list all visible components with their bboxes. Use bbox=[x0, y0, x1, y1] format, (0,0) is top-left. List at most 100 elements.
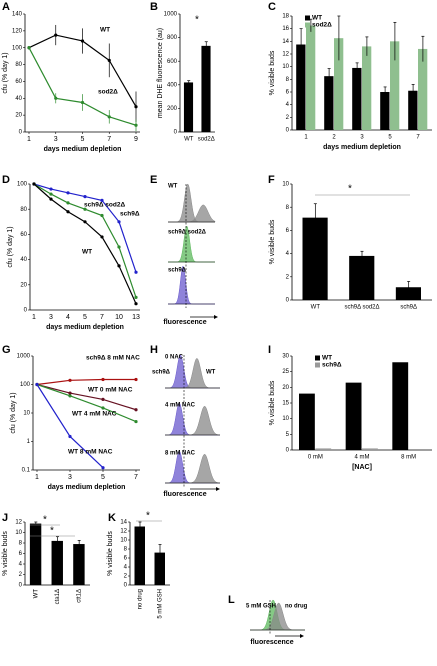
y-tick-label: 100 bbox=[20, 382, 31, 388]
bar bbox=[395, 287, 421, 300]
bar bbox=[345, 382, 362, 450]
point bbox=[49, 197, 53, 201]
y-tick-label: 6 bbox=[286, 90, 290, 96]
y-tick-label: 20 bbox=[20, 282, 27, 288]
sample-label: 8 mM NAC bbox=[165, 451, 196, 457]
point bbox=[83, 220, 87, 224]
sample-label: WT bbox=[168, 184, 178, 190]
bar bbox=[306, 25, 316, 130]
y-tick-label: 10 bbox=[15, 530, 22, 536]
y-tick-label: 25 bbox=[282, 369, 289, 375]
x-tick-label: 3 bbox=[54, 136, 58, 143]
x-tick-label: 5 bbox=[81, 136, 85, 143]
series-label: sch9Δ 8 mM NAC bbox=[86, 355, 140, 362]
x-tick-label: ctt1Δ bbox=[77, 589, 83, 603]
point bbox=[134, 270, 138, 274]
y-tick-label: 10 bbox=[23, 411, 30, 417]
bar bbox=[299, 393, 315, 450]
y-tick-label: 6 bbox=[124, 556, 128, 562]
y-tick-label: 12 bbox=[15, 520, 22, 526]
point bbox=[134, 419, 138, 424]
bar bbox=[51, 540, 63, 585]
annotation: * bbox=[348, 184, 352, 195]
point bbox=[35, 382, 39, 387]
y-axis-label: % visible buds bbox=[2, 531, 9, 576]
y-tick-label: 0 bbox=[174, 130, 178, 136]
point bbox=[101, 397, 105, 402]
x-axis-label: fluorescence bbox=[163, 319, 206, 326]
point bbox=[100, 235, 104, 239]
x-tick-label: 5 mM GSH bbox=[158, 589, 164, 619]
y-tick-label: 10 bbox=[282, 64, 289, 70]
y-tick-label: 8 bbox=[286, 205, 290, 211]
y-tick-label: 8 bbox=[124, 547, 128, 553]
x-tick-label: 1 bbox=[35, 474, 39, 481]
x-tick-label: cta1Δ bbox=[55, 589, 61, 604]
legend-label: sod2Δ bbox=[312, 22, 332, 29]
sample-label: 5 mM GSH bbox=[246, 604, 276, 610]
y-axis-label: cfu (% day 1) bbox=[10, 392, 17, 433]
x-tick-label: 10 bbox=[115, 314, 123, 321]
annotation: * bbox=[195, 15, 199, 26]
y-tick-label: 0 bbox=[124, 583, 128, 589]
legend-label: WT bbox=[322, 355, 332, 362]
x-axis-label: days medium depletion bbox=[46, 324, 124, 331]
legend-label: WT bbox=[312, 15, 322, 22]
series-label: sod2Δ bbox=[98, 89, 118, 96]
legend-swatch bbox=[315, 362, 320, 368]
annotation: * bbox=[43, 515, 47, 526]
sample-label: sch9Δ sod2Δ bbox=[168, 230, 207, 236]
series-line bbox=[36, 383, 137, 423]
y-tick-label: 0.1 bbox=[22, 468, 31, 474]
x-tick-label: 7 bbox=[134, 474, 138, 481]
point bbox=[68, 434, 72, 439]
x-tick-label: 3 bbox=[49, 314, 53, 321]
x-tick-label: sch9Δ bbox=[400, 305, 417, 311]
y-tick-label: 12 bbox=[282, 52, 289, 58]
bar bbox=[408, 449, 425, 450]
panel-letter: E bbox=[150, 174, 157, 186]
x-tick-label: 1 bbox=[32, 314, 36, 321]
y-tick-label: 15 bbox=[282, 401, 289, 407]
panel-letter: D bbox=[2, 174, 10, 186]
x-tick-label: 13 bbox=[132, 314, 140, 321]
x-tick-label: WT bbox=[311, 305, 321, 311]
x-axis-label: days medium depletion bbox=[44, 146, 122, 153]
y-tick-label: 60 bbox=[20, 232, 27, 238]
bar bbox=[408, 90, 418, 130]
y-tick-label: 4 bbox=[286, 102, 290, 108]
y-tick-label: 800 bbox=[167, 35, 178, 41]
y-tick-label: 1000 bbox=[164, 12, 178, 18]
y-tick-label: 2 bbox=[286, 274, 290, 280]
x-tick-label: 9 bbox=[134, 136, 138, 143]
x-tick-label: sod2Δ bbox=[198, 137, 215, 143]
panel-letter: H bbox=[150, 344, 158, 356]
bar bbox=[134, 526, 145, 585]
y-tick-label: 80 bbox=[15, 62, 22, 68]
x-tick-label: 2 bbox=[332, 135, 336, 141]
y-axis-label: % visible buds bbox=[269, 50, 276, 95]
point bbox=[134, 408, 138, 412]
point bbox=[66, 191, 70, 195]
point bbox=[68, 378, 72, 382]
bar bbox=[390, 41, 400, 131]
panel-letter: J bbox=[2, 512, 8, 524]
y-tick-label: 1 bbox=[27, 439, 31, 445]
series-line bbox=[36, 378, 136, 386]
point bbox=[134, 302, 138, 306]
y-tick-label: 14 bbox=[120, 520, 127, 526]
sample-label: sch9Δ bbox=[152, 370, 171, 376]
y-tick-label: 5 bbox=[286, 432, 290, 438]
point bbox=[117, 245, 121, 249]
point bbox=[68, 391, 72, 395]
panel-letter: A bbox=[2, 1, 10, 13]
x-tick-label: 5 bbox=[101, 474, 105, 481]
bar bbox=[352, 67, 362, 130]
x-tick-label: 0 mM bbox=[308, 455, 323, 461]
panel-letter: G bbox=[2, 344, 11, 356]
y-axis-label: cfu (% day 1) bbox=[7, 226, 14, 267]
x-tick-label: WT bbox=[33, 589, 39, 599]
series-label: sch9Δ sod2Δ bbox=[84, 202, 125, 209]
y-tick-label: 10 bbox=[282, 182, 289, 188]
series-label: sch9Δ bbox=[120, 211, 140, 218]
